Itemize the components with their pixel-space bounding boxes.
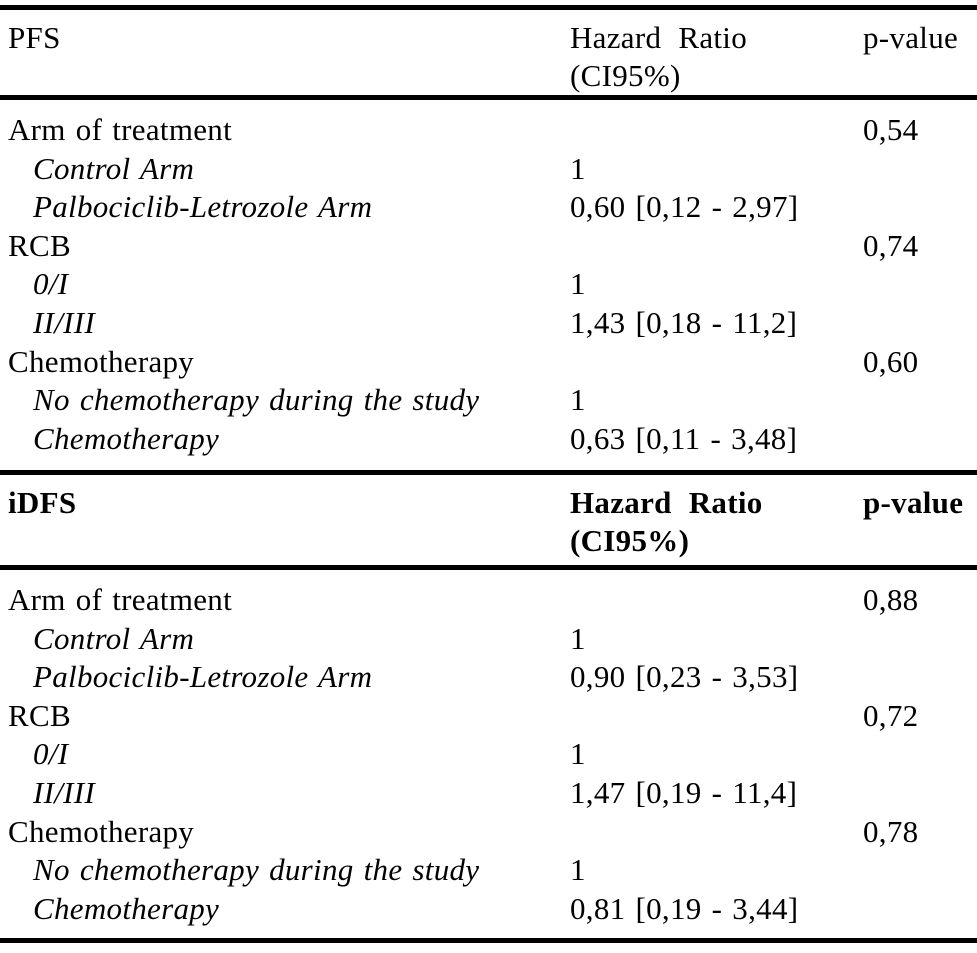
pfs-header-bottom-rule [0, 95, 977, 100]
hazard-ratio-cell: 1 [570, 736, 586, 772]
column-header-p-value: p-value [863, 485, 964, 520]
p-value-cell [863, 735, 977, 774]
hazard-ratio-header-line2: (CI95%) [570, 523, 690, 558]
column-header-outcome-idfs: iDFS [8, 485, 77, 520]
p-value-cell [863, 620, 977, 659]
hazard-ratio-cell [570, 581, 863, 620]
row-label: Arm of treatment [8, 112, 232, 147]
hazard-ratio-cell: 1 [570, 852, 586, 888]
pfs-header-row: PFS Hazard Ratio (CI95%) p-value [0, 10, 977, 95]
idfs-header-bottom-rule [0, 565, 977, 570]
hazard-ratio-cell: 1 [570, 382, 586, 418]
p-value-cell [863, 420, 977, 459]
p-value-cell [863, 381, 977, 420]
column-header-p-value: p-value [863, 20, 959, 55]
row-label: II/III [33, 774, 96, 810]
row-label: Arm of treatment [8, 582, 232, 617]
table-row: Arm of treatment 0,88 [0, 581, 977, 620]
table-row: No chemotherapy during the study 1 [0, 381, 977, 420]
table-row: 0/I 1 [0, 735, 977, 774]
row-label: Control Arm [33, 620, 195, 656]
table-row: Chemotherapy 0,78 [0, 813, 977, 852]
row-label: No chemotherapy during the study [33, 382, 480, 418]
hazard-ratio-cell [570, 697, 863, 736]
hazard-ratio-cell [570, 343, 863, 382]
hazard-ratio-cell [570, 111, 863, 150]
idfs-rows: Arm of treatment 0,88 Control Arm 1 Palb… [0, 570, 977, 938]
table-row: RCB 0,74 [0, 227, 977, 266]
hazard-ratio-cell: 1,43 [0,18 - 11,2] [570, 304, 798, 340]
p-value-cell [863, 658, 977, 697]
row-label: Palbociclib-Letrozole Arm [33, 189, 373, 225]
table-row: Control Arm 1 [0, 150, 977, 189]
table-row: Chemotherapy 0,63 [0,11 - 3,48] [0, 420, 977, 459]
hazard-ratio-header-line2: (CI95%) [570, 58, 681, 93]
table-row: No chemotherapy during the study 1 [0, 851, 977, 890]
row-label: 0/I [33, 266, 69, 302]
column-header-outcome-pfs: PFS [8, 20, 61, 55]
hazard-ratio-cell: 0,90 [0,23 - 3,53] [570, 659, 799, 695]
p-value-cell: 0,72 [863, 697, 919, 733]
p-value-cell: 0,88 [863, 582, 919, 617]
hazard-ratio-cell: 1,47 [0,19 - 11,4] [570, 774, 798, 810]
hazard-ratio-header-line1: Hazard Ratio [570, 20, 747, 55]
row-label: 0/I [33, 736, 69, 772]
column-header-hazard-ratio: Hazard Ratio (CI95%) [570, 19, 863, 95]
row-label: Control Arm [33, 150, 195, 186]
p-value-cell [863, 890, 977, 929]
p-value-cell [863, 265, 977, 304]
hazard-ratio-cell: 1 [570, 150, 586, 186]
row-label: Palbociclib-Letrozole Arm [33, 659, 373, 695]
table-row: 0/I 1 [0, 265, 977, 304]
idfs-header-top-rule [0, 470, 977, 475]
hazard-ratio-cell: 1 [570, 620, 586, 656]
hazard-ratio-header-line1: Hazard Ratio [570, 485, 763, 520]
p-value-cell [863, 774, 977, 813]
p-value-cell [863, 851, 977, 890]
column-header-hazard-ratio: Hazard Ratio (CI95%) [570, 484, 863, 560]
table-row: RCB 0,72 [0, 697, 977, 736]
hazard-ratio-cell: 1 [570, 266, 586, 302]
table-row: Control Arm 1 [0, 620, 977, 659]
table-row: Arm of treatment 0,54 [0, 111, 977, 150]
row-label: RCB [8, 227, 71, 263]
p-value-cell: 0,78 [863, 813, 919, 849]
p-value-cell [863, 188, 977, 227]
hazard-ratio-cell: 0,81 [0,19 - 3,44] [570, 890, 799, 926]
row-label: No chemotherapy during the study [33, 852, 480, 888]
p-value-cell: 0,54 [863, 112, 919, 147]
bottom-rule [0, 938, 977, 943]
table-row: Chemotherapy 0,60 [0, 343, 977, 382]
table-row: Chemotherapy 0,81 [0,19 - 3,44] [0, 890, 977, 929]
pfs-rows: Arm of treatment 0,54 Control Arm 1 Palb… [0, 100, 977, 470]
top-rule [0, 5, 977, 10]
row-label: II/III [33, 304, 96, 340]
hazard-ratio-cell [570, 813, 863, 852]
table-row: Palbociclib-Letrozole Arm 0,60 [0,12 - 2… [0, 188, 977, 227]
table-row: Palbociclib-Letrozole Arm 0,90 [0,23 - 3… [0, 658, 977, 697]
row-label: Chemotherapy [33, 890, 220, 926]
table-row: II/III 1,43 [0,18 - 11,2] [0, 304, 977, 343]
p-value-cell [863, 304, 977, 343]
row-label: Chemotherapy [33, 420, 220, 456]
row-label: Chemotherapy [8, 813, 195, 849]
hazard-ratio-cell: 0,63 [0,11 - 3,48] [570, 420, 798, 456]
row-label: RCB [8, 697, 71, 733]
p-value-cell: 0,74 [863, 227, 919, 263]
table-row: II/III 1,47 [0,19 - 11,4] [0, 774, 977, 813]
idfs-header-row: iDFS Hazard Ratio (CI95%) p-value [0, 475, 977, 565]
row-label: Chemotherapy [8, 343, 195, 379]
hazard-ratio-cell: 0,60 [0,12 - 2,97] [570, 189, 799, 225]
p-value-cell [863, 150, 977, 189]
p-value-cell: 0,60 [863, 343, 919, 379]
hazard-ratio-cell [570, 227, 863, 266]
